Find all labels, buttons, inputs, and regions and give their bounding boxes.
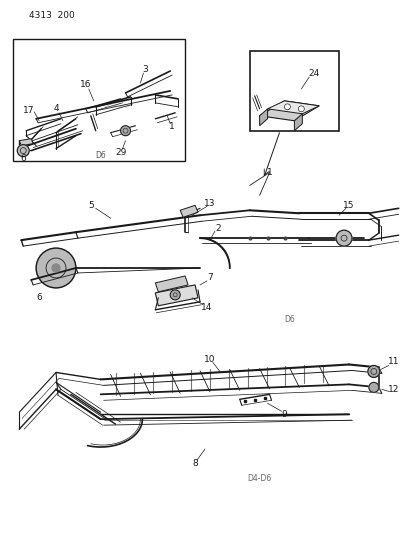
Circle shape [336, 230, 352, 246]
Polygon shape [259, 101, 319, 121]
Text: D6: D6 [284, 315, 295, 324]
Polygon shape [155, 285, 198, 306]
Text: 5: 5 [88, 201, 94, 210]
Circle shape [284, 104, 290, 110]
Text: 14: 14 [201, 303, 213, 312]
Text: 8: 8 [192, 459, 198, 469]
Polygon shape [295, 114, 302, 131]
Text: 6: 6 [20, 154, 26, 163]
Polygon shape [19, 139, 33, 146]
Circle shape [368, 366, 380, 377]
Polygon shape [155, 276, 188, 292]
Circle shape [17, 144, 29, 157]
Bar [250, 51, 339, 131]
Text: 1: 1 [267, 168, 273, 177]
Circle shape [369, 382, 379, 392]
Text: 16: 16 [80, 80, 91, 90]
Circle shape [36, 248, 76, 288]
Circle shape [121, 126, 131, 136]
Bar [13, 39, 185, 160]
Circle shape [298, 106, 304, 112]
Text: 2: 2 [215, 224, 221, 233]
Text: 9: 9 [282, 410, 287, 419]
Text: 13: 13 [204, 199, 216, 208]
Polygon shape [268, 101, 319, 114]
Text: D4-D6: D4-D6 [248, 474, 272, 483]
Text: 12: 12 [388, 385, 399, 394]
Polygon shape [259, 109, 268, 126]
Text: 7: 7 [207, 273, 213, 282]
Text: 10: 10 [204, 355, 216, 364]
Circle shape [170, 290, 180, 300]
Text: 11: 11 [388, 357, 399, 366]
Text: 3: 3 [142, 64, 148, 74]
Text: 4313  200: 4313 200 [29, 11, 75, 20]
Text: 29: 29 [115, 148, 126, 157]
Text: 17: 17 [23, 106, 35, 115]
Text: 4: 4 [53, 104, 59, 114]
Text: 15: 15 [343, 201, 355, 210]
Circle shape [52, 264, 60, 272]
Text: 6: 6 [36, 293, 42, 302]
Text: D6: D6 [95, 151, 106, 160]
Text: 1: 1 [169, 122, 175, 131]
Text: 24: 24 [308, 69, 320, 77]
Polygon shape [180, 205, 198, 217]
